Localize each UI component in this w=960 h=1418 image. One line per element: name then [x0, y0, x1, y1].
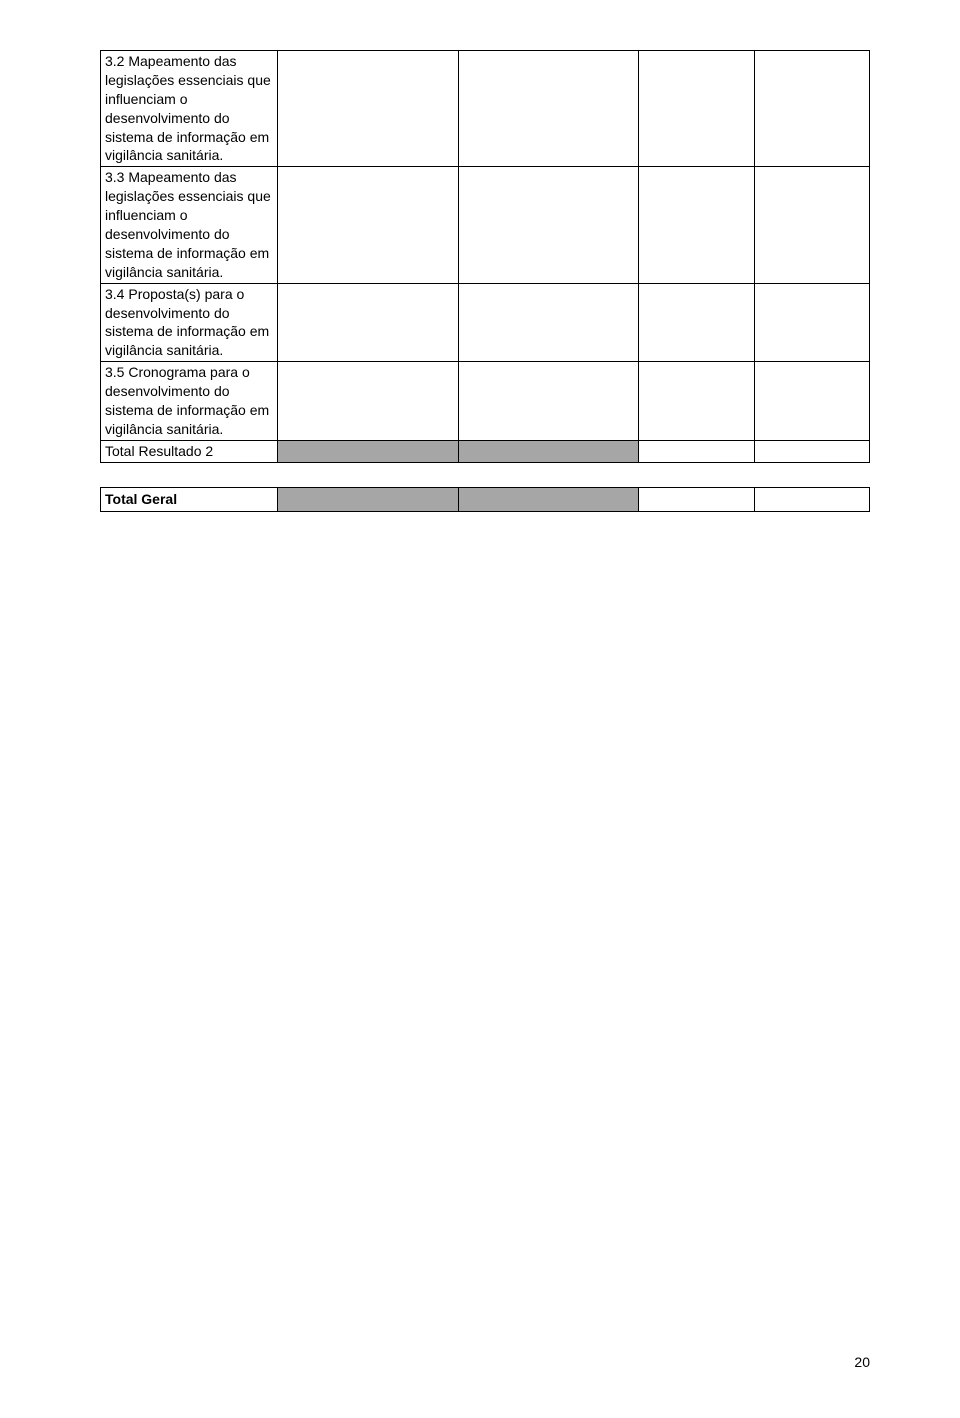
row-cell-5	[754, 51, 869, 167]
main-table: 3.2 Mapeamento das legislações essenciai…	[100, 50, 870, 463]
row-label-cell: Total Resultado 2	[101, 440, 278, 462]
row-cell-3	[458, 362, 639, 441]
row-cell-5	[754, 167, 869, 283]
row-cell-3	[458, 283, 639, 362]
row-cell-5	[754, 283, 869, 362]
table-row: 3.5 Cronograma para o desenvolvimento do…	[101, 362, 870, 441]
total-label-cell: Total Geral	[101, 487, 278, 511]
row-label-cell: 3.2 Mapeamento das legislações essenciai…	[101, 51, 278, 167]
row-label-cell: 3.4 Proposta(s) para o desenvolvimento d…	[101, 283, 278, 362]
row-cell-4	[639, 440, 754, 462]
row-cell-2	[277, 283, 458, 362]
page-number: 20	[854, 1354, 870, 1370]
total-cell-5	[754, 487, 869, 511]
row-cell-2	[277, 440, 458, 462]
row-cell-4	[639, 362, 754, 441]
row-cell-5	[754, 362, 869, 441]
total-cell-3	[458, 487, 639, 511]
row-cell-4	[639, 167, 754, 283]
total-row: Total Geral	[101, 487, 870, 511]
row-cell-4	[639, 283, 754, 362]
table-row: 3.4 Proposta(s) para o desenvolvimento d…	[101, 283, 870, 362]
row-cell-2	[277, 362, 458, 441]
row-cell-4	[639, 51, 754, 167]
row-cell-5	[754, 440, 869, 462]
total-cell-2	[277, 487, 458, 511]
row-cell-3	[458, 51, 639, 167]
table-row: Total Resultado 2	[101, 440, 870, 462]
table-row: 3.3 Mapeamento das legislações essenciai…	[101, 167, 870, 283]
row-cell-3	[458, 440, 639, 462]
row-cell-2	[277, 51, 458, 167]
table-row: 3.2 Mapeamento das legislações essenciai…	[101, 51, 870, 167]
page: 3.2 Mapeamento das legislações essenciai…	[0, 0, 960, 1418]
row-label-cell: 3.3 Mapeamento das legislações essenciai…	[101, 167, 278, 283]
row-label-cell: 3.5 Cronograma para o desenvolvimento do…	[101, 362, 278, 441]
total-table: Total Geral	[100, 487, 870, 512]
row-cell-3	[458, 167, 639, 283]
total-cell-4	[639, 487, 754, 511]
row-cell-2	[277, 167, 458, 283]
